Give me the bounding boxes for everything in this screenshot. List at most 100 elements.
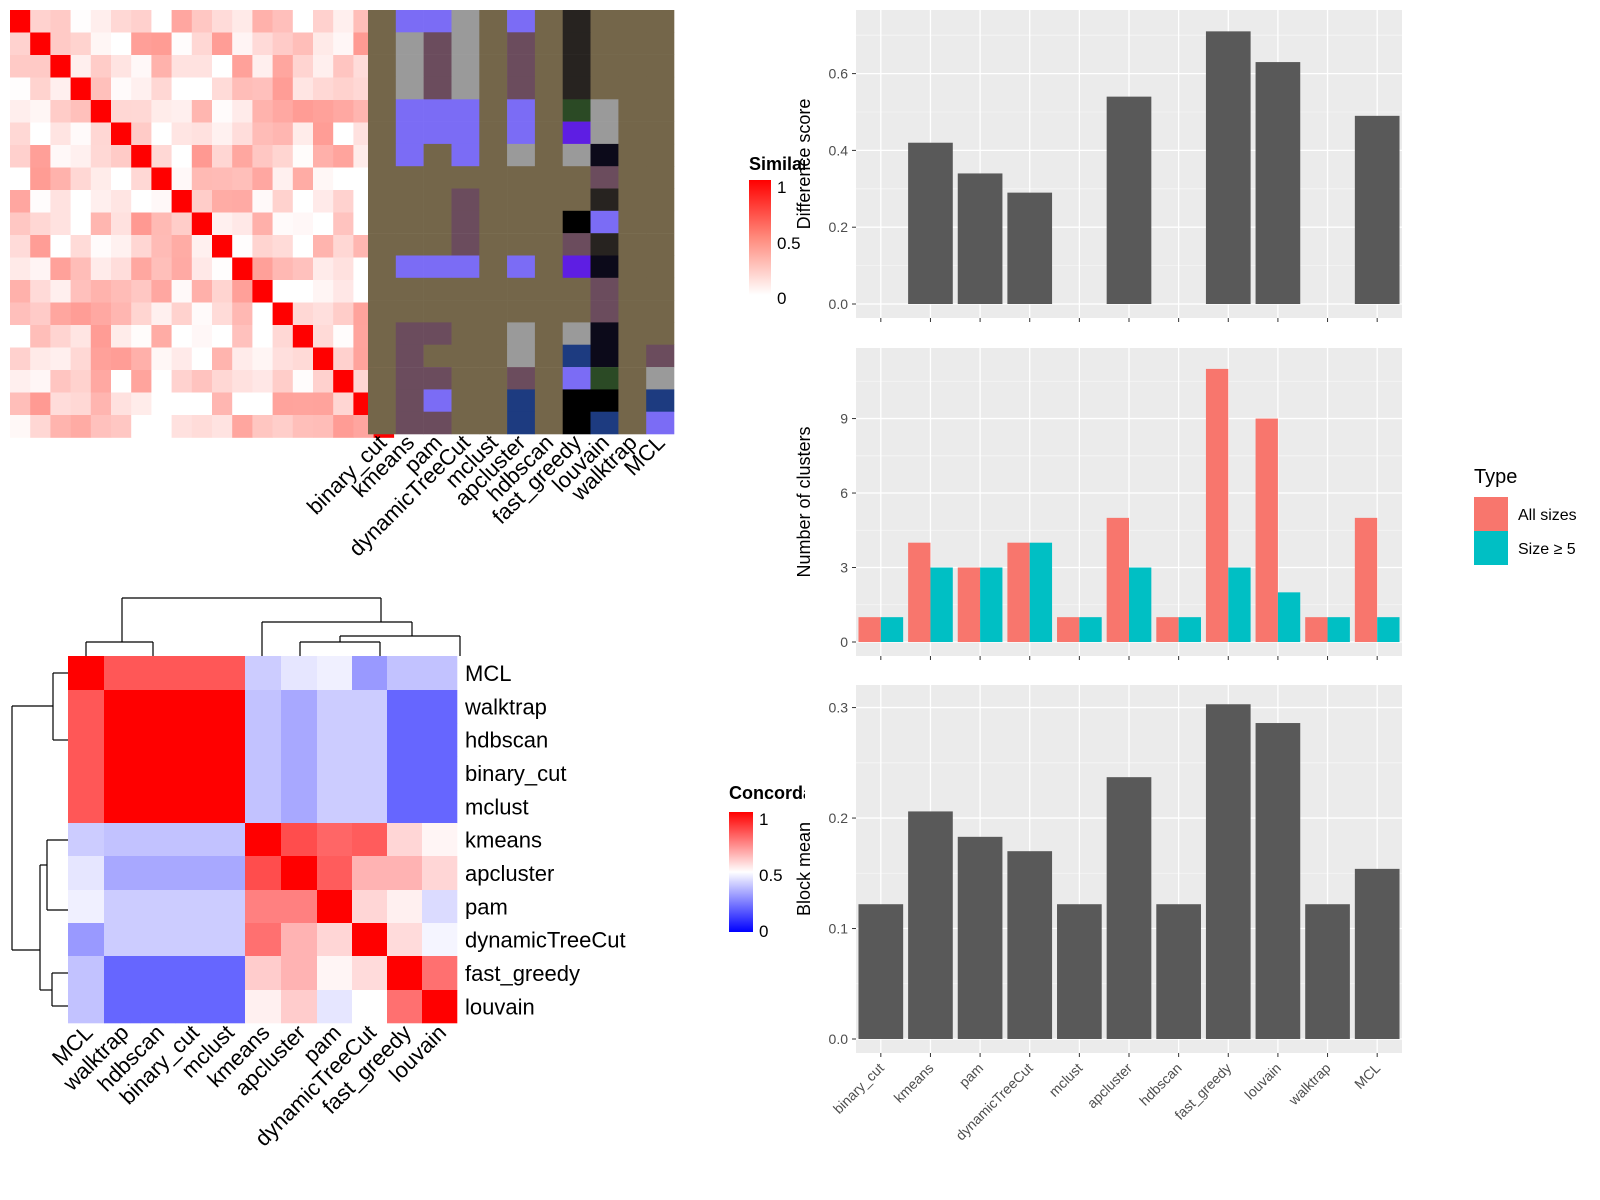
legend-label-size5: Size ≥ 5 — [1518, 541, 1576, 558]
similarity-cell — [171, 235, 193, 258]
class-cell — [646, 322, 675, 345]
class-cell — [368, 99, 397, 122]
class-cell — [451, 121, 480, 145]
similarity-cell — [191, 370, 213, 393]
similarity-cell — [191, 145, 213, 168]
similarity-cell — [131, 325, 152, 348]
class-cell — [618, 10, 647, 33]
concordance-cell — [104, 923, 141, 957]
concordance-tick-0: 0 — [759, 922, 768, 941]
similarity-cell — [131, 145, 152, 168]
similarity-cell — [292, 55, 314, 78]
concordance-cell — [422, 656, 458, 691]
concordance-row-kmeans: kmeans — [465, 828, 542, 853]
concordance-cell — [317, 956, 353, 991]
similarity-cell — [50, 10, 71, 33]
similarity-cell — [333, 190, 354, 213]
class-cell — [618, 54, 647, 78]
class-cell — [534, 367, 563, 390]
similarity-cell — [272, 280, 294, 303]
class-cell — [479, 121, 508, 145]
similarity-cell — [131, 10, 152, 33]
similarity-cell — [232, 190, 253, 213]
similarity-cell — [90, 167, 112, 191]
concordance-cell — [387, 990, 423, 1024]
similarity-cell — [272, 347, 294, 371]
similarity-cell — [191, 257, 213, 281]
similarity-cell — [111, 257, 132, 281]
similarity-cell — [292, 190, 314, 213]
class-cell — [562, 233, 591, 256]
class-cell — [479, 54, 508, 78]
similarity-cell — [111, 415, 132, 438]
bar-size5-MCL — [1377, 617, 1400, 642]
similarity-cell — [50, 122, 71, 146]
class-cell — [451, 10, 480, 33]
similarity-cell — [151, 145, 172, 168]
similarity-cell — [50, 77, 71, 101]
class-cell — [451, 210, 480, 234]
class-cell — [618, 210, 647, 234]
class-cell — [590, 411, 619, 435]
class-cell — [590, 54, 619, 78]
similarity-cell — [50, 55, 71, 78]
similarity-cell — [292, 257, 314, 281]
similarity-cell — [191, 415, 213, 438]
bar-all-sizes-louvain — [1255, 418, 1278, 642]
similarity-cell — [30, 280, 51, 303]
bar-size5-apcluster — [1129, 567, 1152, 642]
similarity-cell — [111, 32, 132, 56]
class-cell — [368, 32, 397, 55]
similarity-cell — [232, 145, 253, 168]
concordance-cell — [104, 656, 141, 691]
similarity-cell — [191, 280, 213, 303]
similarity-cell — [30, 392, 51, 416]
class-cell — [507, 233, 536, 256]
concordance-cell — [140, 723, 176, 757]
y-tick-label: 0.3 — [829, 700, 849, 716]
concordance-dendrograms — [11, 597, 461, 1007]
concordance-cell — [68, 790, 105, 824]
similarity-cell — [50, 347, 71, 371]
class-cell — [646, 411, 675, 435]
class-cell — [562, 99, 591, 122]
similarity-cell — [272, 122, 294, 146]
class-cell — [423, 300, 452, 323]
similarity-cell — [131, 212, 152, 236]
similarity-cell — [191, 100, 213, 123]
similarity-cell — [131, 302, 152, 326]
similarity-cell — [252, 392, 273, 416]
class-cell — [368, 143, 397, 167]
class-cell — [590, 300, 619, 323]
similarity-cell — [212, 235, 233, 258]
similarity-cell — [131, 190, 152, 213]
concordance-cell — [317, 856, 353, 891]
similarity-heatmap — [10, 10, 395, 438]
concordance-cell — [210, 756, 246, 791]
class-cell — [646, 300, 675, 323]
concordance-cell — [245, 823, 282, 857]
similarity-cell — [131, 77, 152, 101]
similarity-cell — [111, 100, 132, 123]
similarity-cell — [272, 145, 294, 168]
similarity-cell — [212, 190, 233, 213]
similarity-cell — [272, 370, 294, 393]
y-axis-title: Difference score — [794, 99, 814, 230]
similarity-cell — [272, 190, 294, 213]
class-cell — [423, 233, 452, 256]
similarity-cell — [30, 257, 51, 281]
concordance-cell — [175, 656, 211, 691]
y-tick-label: 9 — [840, 411, 848, 427]
y-tick-label: 3 — [840, 560, 848, 576]
concordance-cell — [317, 890, 353, 924]
similarity-cell — [50, 190, 71, 213]
similarity-cell — [272, 415, 294, 438]
bar-size5-walktrap — [1327, 617, 1350, 642]
class-cell — [479, 389, 508, 412]
x-tick-label-louvain: louvain — [1241, 1060, 1284, 1103]
similarity-cell — [313, 235, 334, 258]
class-cell — [618, 76, 647, 100]
class-cell — [423, 411, 452, 435]
concordance-cell — [104, 823, 141, 857]
bar-MCL — [1354, 115, 1400, 304]
